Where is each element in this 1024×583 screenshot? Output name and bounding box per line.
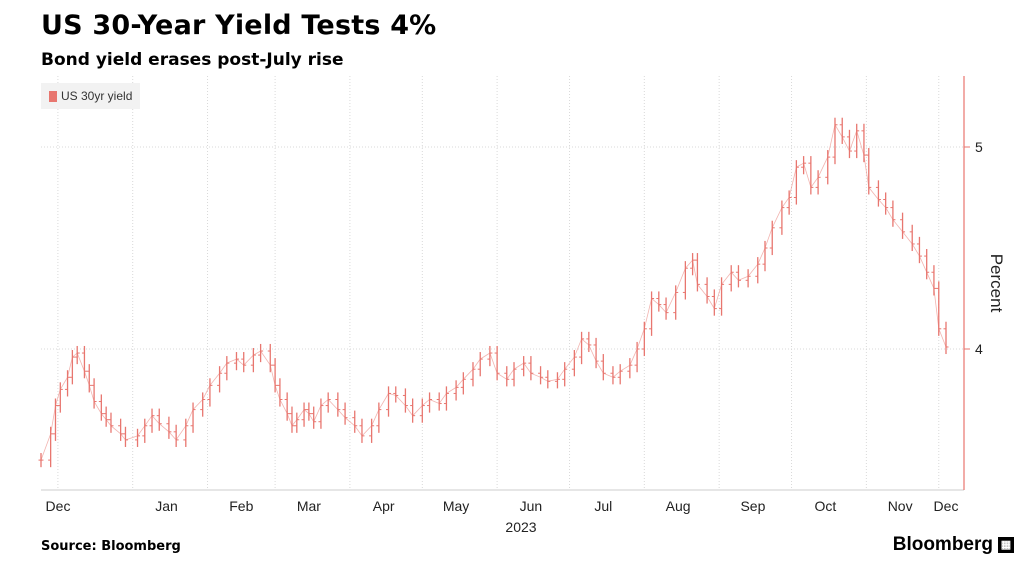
source-note: Source: Bloomberg <box>41 539 181 554</box>
chart-legend: US 30yr yield <box>41 83 141 109</box>
brand-name: Bloomberg <box>892 534 993 555</box>
x-tick-label: May <box>443 498 469 514</box>
bloomberg-terminal-icon: ▦ <box>998 537 1014 553</box>
chart-title: US 30-Year Yield Tests 4% <box>41 10 437 41</box>
x-tick-label: Jul <box>594 498 612 514</box>
series-line <box>40 123 947 461</box>
x-tick-label: Mar <box>297 498 321 514</box>
chart-subtitle: Bond yield erases post-July rise <box>41 50 344 70</box>
y-axis-label: Percent <box>987 254 1006 313</box>
brand-logo: Bloomberg ▦ <box>893 534 1014 556</box>
x-tick-label: Aug <box>666 498 691 514</box>
legend-swatch <box>49 90 57 102</box>
x-tick-label: Oct <box>814 498 836 514</box>
x-year-label: 2023 <box>505 519 536 535</box>
x-tick-label: Jan <box>155 498 178 514</box>
x-tick-label: Sep <box>740 498 765 514</box>
x-tick-label: Feb <box>229 498 253 514</box>
y-tick-label: 5 <box>975 139 983 155</box>
x-tick-label: Dec <box>46 498 71 514</box>
x-tick-label: Dec <box>934 498 959 514</box>
y-tick-label: 4 <box>975 341 983 357</box>
legend-label: US 30yr yield <box>61 89 133 103</box>
x-tick-label: Apr <box>373 498 395 514</box>
x-tick-label: Nov <box>888 498 913 514</box>
x-tick-label: Jun <box>520 498 543 514</box>
